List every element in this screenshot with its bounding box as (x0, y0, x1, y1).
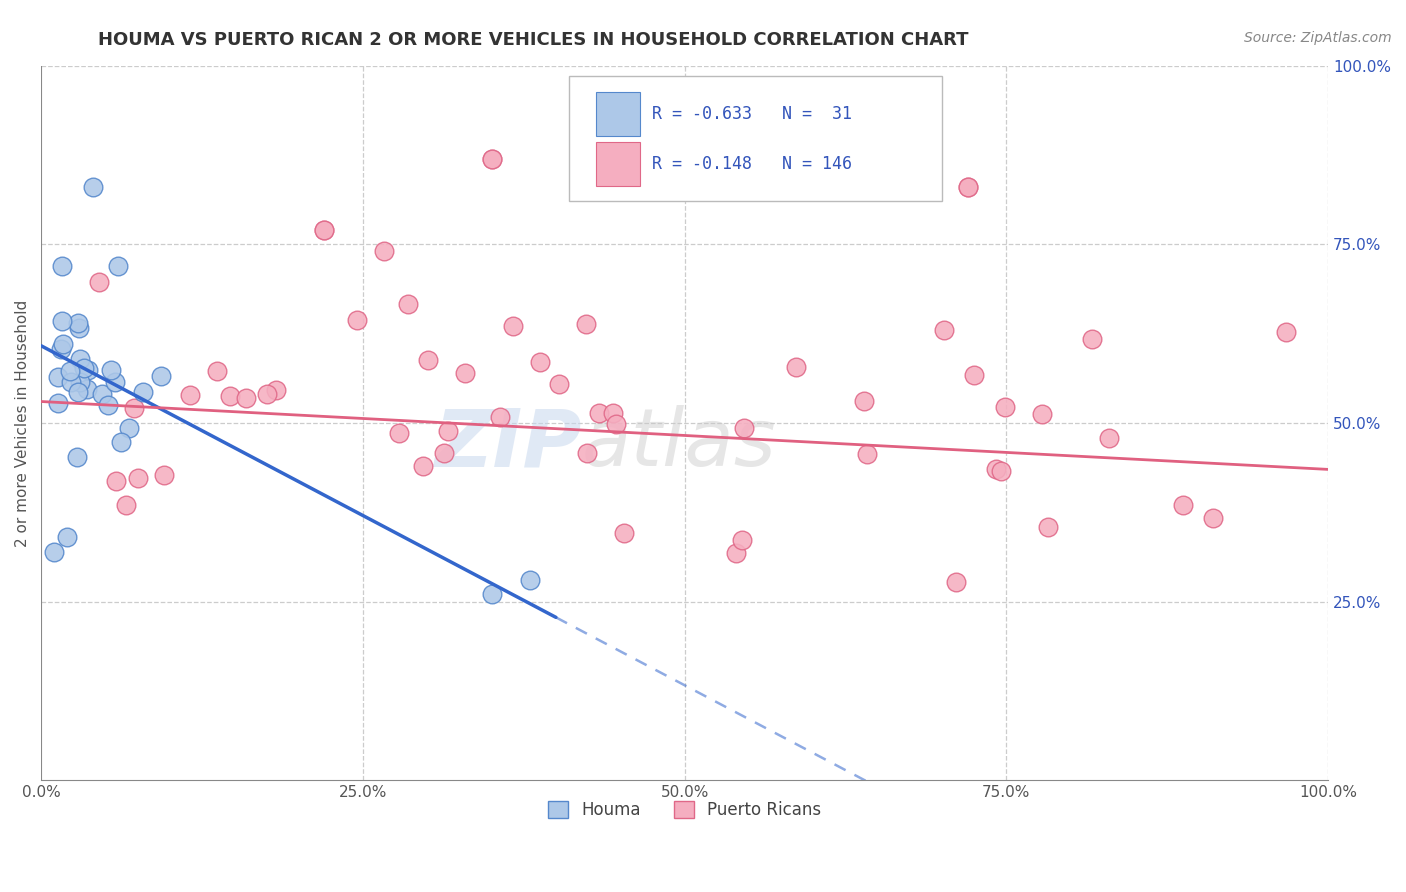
Point (104, 375, 127, 389)
Point (256, 386, 278, 401)
Point (76, 382, 98, 396)
Point (945, 574, 967, 589)
Point (1031, 407, 1053, 421)
Point (46, 370, 69, 384)
Point (42, 544, 65, 558)
Point (66, 385, 89, 400)
Point (66, 316, 89, 330)
Point (1171, 499, 1194, 513)
Point (52, 336, 75, 351)
Point (60, 376, 83, 390)
Point (481, 152, 503, 166)
Point (51, 314, 73, 328)
Point (1202, 511, 1225, 525)
Point (416, 353, 439, 368)
Point (396, 296, 419, 310)
Point (412, 458, 434, 473)
Point (69, 352, 91, 367)
FancyBboxPatch shape (596, 92, 640, 136)
Point (110, 435, 132, 450)
Point (207, 364, 229, 378)
Point (100, 362, 122, 376)
Point (373, 244, 395, 259)
Point (90, 386, 112, 401)
Point (956, 180, 979, 194)
Point (1098, 431, 1121, 445)
Point (481, 587, 503, 601)
Point (105, 475, 128, 489)
Point (49, 343, 72, 357)
Point (548, 376, 571, 391)
Point (51, 259, 73, 273)
Point (235, 392, 257, 406)
Point (852, 393, 875, 408)
Legend: Houma, Puerto Ricans: Houma, Puerto Ricans (541, 794, 828, 826)
Point (1081, 332, 1104, 346)
Point (731, 533, 754, 547)
Point (82, 180, 104, 194)
Point (314, 223, 336, 237)
Point (529, 354, 551, 368)
Point (89, 275, 111, 289)
Point (179, 388, 201, 402)
Point (575, 317, 598, 331)
Point (575, 446, 598, 460)
Point (115, 498, 138, 512)
Point (502, 319, 524, 334)
Point (602, 405, 624, 419)
Point (986, 462, 1008, 476)
Point (1275, 326, 1298, 340)
Point (963, 368, 986, 382)
Point (124, 401, 146, 415)
Point (613, 525, 636, 540)
Point (218, 389, 240, 403)
Point (994, 401, 1017, 415)
Point (73, 361, 96, 376)
Point (118, 421, 141, 435)
Point (1036, 520, 1059, 534)
Point (67, 321, 90, 335)
Point (990, 464, 1012, 478)
Point (388, 425, 411, 440)
Point (77, 363, 100, 377)
Point (46, 396, 69, 410)
Point (127, 471, 149, 485)
Y-axis label: 2 or more Vehicles in Household: 2 or more Vehicles in Household (15, 300, 30, 547)
FancyBboxPatch shape (569, 77, 942, 202)
Point (153, 467, 176, 482)
Point (264, 383, 287, 397)
Point (454, 366, 477, 380)
Point (97, 398, 120, 412)
Point (519, 573, 541, 587)
Text: ZIP: ZIP (434, 405, 582, 483)
Point (932, 323, 955, 337)
Text: atlas: atlas (582, 405, 776, 483)
Point (65, 450, 87, 464)
FancyBboxPatch shape (596, 142, 640, 186)
Point (346, 313, 368, 327)
Point (733, 421, 755, 435)
Point (132, 385, 155, 400)
Point (481, 152, 503, 166)
Point (150, 369, 173, 384)
Point (785, 359, 807, 374)
Text: Source: ZipAtlas.com: Source: ZipAtlas.com (1244, 31, 1392, 45)
Point (956, 180, 979, 194)
Text: R = -0.148   N = 146: R = -0.148 N = 146 (652, 154, 852, 172)
Point (314, 223, 336, 237)
Text: R = -0.633   N =  31: R = -0.633 N = 31 (652, 105, 852, 123)
Point (855, 447, 877, 461)
Point (436, 424, 458, 438)
Point (488, 410, 510, 425)
Point (69, 375, 91, 389)
Point (59, 363, 82, 377)
Point (725, 546, 748, 560)
Point (433, 446, 456, 460)
Point (107, 259, 129, 273)
Text: HOUMA VS PUERTO RICAN 2 OR MORE VEHICLES IN HOUSEHOLD CORRELATION CHART: HOUMA VS PUERTO RICAN 2 OR MORE VEHICLES… (98, 31, 969, 49)
Point (56, 530, 79, 544)
Point (605, 417, 627, 432)
Point (588, 406, 610, 420)
